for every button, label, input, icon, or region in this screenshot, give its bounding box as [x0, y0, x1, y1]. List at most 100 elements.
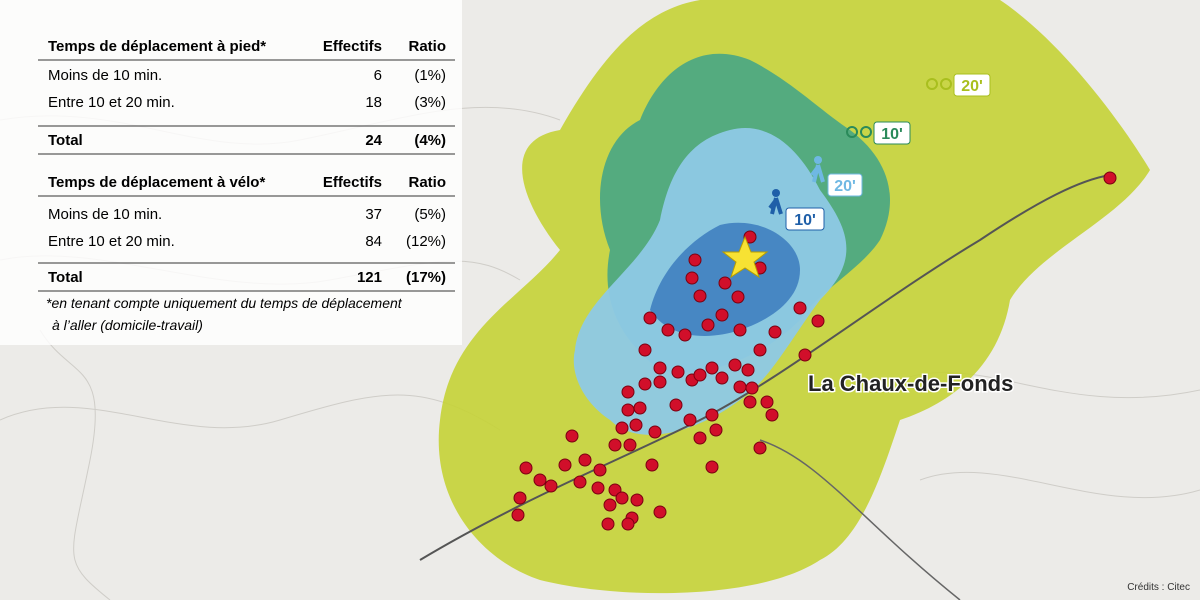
- cell: (5%): [414, 206, 446, 223]
- header-cell: Ratio: [409, 174, 447, 191]
- cell: Moins de 10 min.: [48, 206, 162, 223]
- employee-location: [760, 395, 774, 409]
- employee-location: [653, 361, 667, 375]
- bike-table: Temps de déplacement à vélo* Effectifs R…: [38, 174, 455, 292]
- employee-location: [753, 441, 767, 455]
- employee-location: [578, 453, 592, 467]
- legend-label: 10': [881, 126, 903, 143]
- employee-locations: [511, 230, 825, 531]
- employee-location: [811, 314, 825, 328]
- employee-location: [715, 308, 729, 322]
- legend-walk-10: 10': [768, 189, 825, 231]
- cell: Moins de 10 min.: [48, 67, 162, 84]
- employee-location: [693, 289, 707, 303]
- employee-location: [745, 381, 759, 395]
- employee-location: [615, 491, 629, 505]
- employee-location: [603, 498, 617, 512]
- workplace-star: [721, 235, 769, 279]
- employee-location: [728, 358, 742, 372]
- employee-location: [643, 311, 657, 325]
- employee-location: [741, 363, 755, 377]
- employee-location: [733, 323, 747, 337]
- employee-location: [705, 361, 719, 375]
- employee-location: [621, 517, 635, 531]
- employee-location: [645, 458, 659, 472]
- employee-location: [638, 377, 652, 391]
- employee-location: [743, 395, 757, 409]
- employee-location: [633, 401, 647, 415]
- employee-location: [715, 371, 729, 385]
- employee-location: [705, 408, 719, 422]
- employee-location: [753, 343, 767, 357]
- legend-bike-20: 20': [926, 73, 991, 97]
- total-cell: 24: [365, 132, 382, 149]
- employee-location: [544, 479, 558, 493]
- employee-location: [608, 438, 622, 452]
- legend-label: 10': [794, 212, 816, 229]
- employee-location: [798, 348, 812, 362]
- employee-location: [558, 458, 572, 472]
- employee-location: [705, 460, 719, 474]
- employee-location: [621, 403, 635, 417]
- legend-walk-20: 20': [810, 156, 863, 197]
- table-panel: [0, 0, 462, 345]
- employee-location: [653, 375, 667, 389]
- cell: (3%): [414, 94, 446, 111]
- employee-location: [648, 425, 662, 439]
- footnote: *en tenant compte uniquement du temps de…: [46, 295, 403, 311]
- header-cell: Temps de déplacement à pied*: [48, 38, 266, 55]
- legend-label: 20': [961, 78, 983, 95]
- header-cell: Effectifs: [323, 174, 382, 191]
- employee-location: [593, 463, 607, 477]
- employee-location: [768, 325, 782, 339]
- road: [759, 439, 961, 600]
- legend-bike-10: 10': [846, 121, 911, 145]
- employee-location: [701, 318, 715, 332]
- footnote: à l’aller (domicile-travail): [52, 317, 203, 333]
- legend-label: 20': [834, 178, 856, 195]
- cell: (1%): [414, 67, 446, 84]
- cell: 18: [365, 94, 382, 111]
- total-cell: Total: [48, 132, 83, 149]
- employee-location: [511, 508, 525, 522]
- cell: 84: [365, 233, 382, 250]
- employee-location: [519, 461, 533, 475]
- employee-location: [653, 505, 667, 519]
- employee-location: [678, 328, 692, 342]
- employee-location: [693, 431, 707, 445]
- total-cell: (17%): [406, 269, 446, 286]
- total-cell: Total: [48, 269, 83, 286]
- cell: 37: [365, 206, 382, 223]
- employee-location: [591, 481, 605, 495]
- header-cell: Ratio: [409, 38, 447, 55]
- employee-location: [683, 413, 697, 427]
- employee-location: [671, 365, 685, 379]
- employee-location: [765, 408, 779, 422]
- employee-location: [565, 429, 579, 443]
- employee-location: [733, 380, 747, 394]
- employee-location: [513, 491, 527, 505]
- employee-location: [709, 423, 723, 437]
- employee-location: [793, 301, 807, 315]
- employee-location: [621, 385, 635, 399]
- cell: 6: [374, 67, 382, 84]
- employee-location: [629, 418, 643, 432]
- employee-location: [638, 343, 652, 357]
- header-cell: Temps de déplacement à vélo*: [48, 174, 265, 191]
- employee-location: [573, 475, 587, 489]
- employee-location: [615, 421, 629, 435]
- total-cell: (4%): [414, 132, 446, 149]
- employee-location: [718, 276, 732, 290]
- city-label: La Chaux-de-Fonds: [808, 371, 1013, 396]
- employee-location: [688, 253, 702, 267]
- employee-location: [623, 438, 637, 452]
- employee-location: [601, 517, 615, 531]
- employee-location: [685, 271, 699, 285]
- credits: Crédits : Citec: [1127, 582, 1190, 593]
- employee-location: [533, 473, 547, 487]
- employee-location: [669, 398, 683, 412]
- employee-location: [731, 290, 745, 304]
- walk-table: Temps de déplacement à pied* Effectifs R…: [38, 38, 455, 155]
